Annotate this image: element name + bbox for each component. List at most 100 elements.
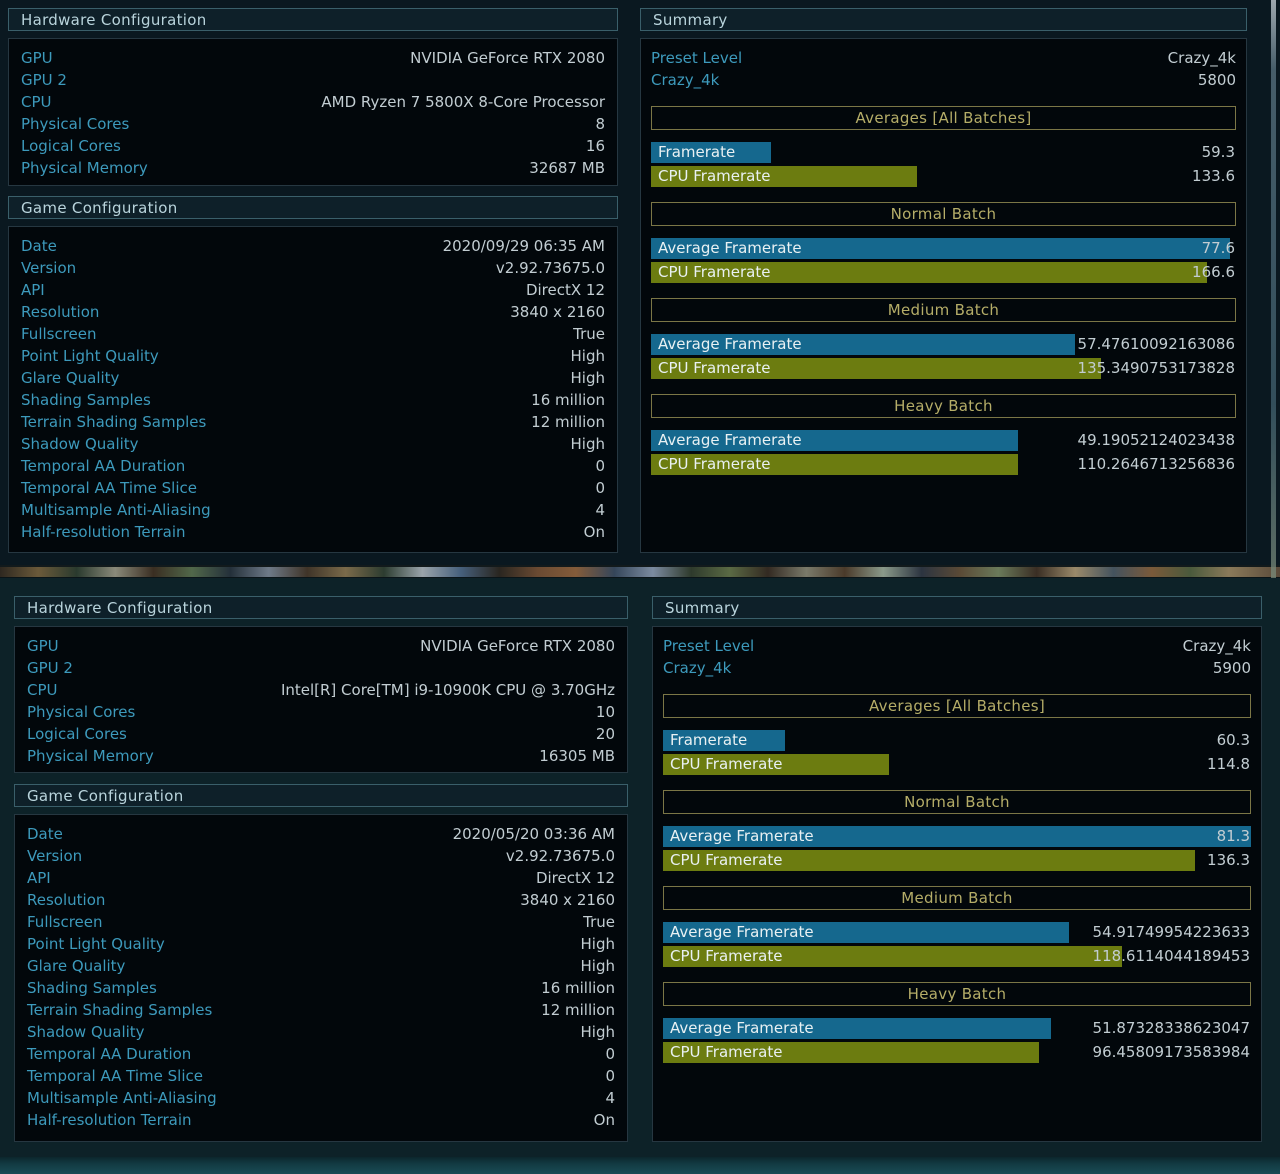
config-value: 0 [605,1067,615,1085]
config-value: Intel[R] Core[TM] i9-10900K CPU @ 3.70GH… [280,681,615,699]
bottom-taskbar-strip [0,1157,1280,1174]
config-value: High [570,369,605,387]
bar-value: 81.3 [1216,827,1250,845]
bar-label: Framerate [658,143,736,161]
config-label: Version [27,847,83,865]
config-row: Half-resolution Terrain On [27,1109,615,1131]
config-row: Preset Level Crazy_4k [663,635,1251,657]
bar-value: 118.6114044189453 [1092,947,1250,965]
config-value: 10 [595,703,615,721]
bar-value: 60.3 [1216,731,1250,749]
config-label: Crazy_4k [651,71,720,89]
bar-value: 54.91749954223633 [1092,923,1250,941]
bar-label: Average Framerate [658,239,802,257]
config-row: Crazy_4k 5900 [663,657,1251,679]
framerate-bar-row: CPU Framerate 166.6 [651,262,1236,283]
cpu-framerate-bar [651,262,1207,283]
bar-label: CPU Framerate [670,755,783,773]
config-value: High [580,935,615,953]
config-row: Logical Cores 20 [27,723,615,745]
gpu-framerate-bar [663,730,785,751]
bar-label: Framerate [670,731,748,749]
config-label: Point Light Quality [27,935,165,953]
config-value: 12 million [531,413,605,431]
framerate-bar-row: CPU Framerate 133.6 [651,166,1236,187]
config-label: Preset Level [663,637,755,655]
config-value: v2.92.73675.0 [495,259,605,277]
config-value: 2020/05/20 03:36 AM [452,825,615,843]
framerate-bar-row: Average Framerate 51.87328338623047 [663,1018,1251,1039]
bar-value: 136.3 [1207,851,1250,869]
config-label: Fullscreen [27,913,103,931]
config-row: Glare Quality High [27,955,615,977]
config-row: Date 2020/05/20 03:36 AM [27,823,615,845]
config-row: Shading Samples 16 million [21,389,605,411]
config-label: GPU 2 [27,659,73,677]
config-label: Glare Quality [21,369,120,387]
config-row: Preset Level Crazy_4k [651,47,1236,69]
hardware-config-header: Hardware Configuration [14,596,628,619]
config-value: 5900 [1212,659,1251,677]
config-label: Version [21,259,77,277]
config-label: CPU [27,681,58,699]
framerate-bar-row: Average Framerate 54.91749954223633 [663,922,1251,943]
config-row: GPU 2 [27,657,615,679]
config-label: Shading Samples [21,391,151,409]
config-label: Physical Cores [21,115,130,133]
config-row: API DirectX 12 [27,867,615,889]
config-value: On [593,1111,615,1129]
window-edge-line [1271,0,1276,578]
framerate-bar-row: Framerate 60.3 [663,730,1251,751]
config-row: Fullscreen True [27,911,615,933]
batch-section-title: Medium Batch [651,298,1236,322]
config-label: Multisample Anti-Aliasing [27,1089,217,1107]
config-label: Resolution [27,891,106,909]
config-row: Physical Memory 32687 MB [21,157,605,179]
config-label: GPU [27,637,59,655]
config-value: Crazy_4k [1167,49,1236,67]
framerate-bar-row: CPU Framerate 114.8 [663,754,1251,775]
config-row: Logical Cores 16 [21,135,605,157]
bar-value: 57.47610092163086 [1077,335,1235,353]
hardware-config-header: Hardware Configuration [8,8,618,31]
cpu-framerate-bar [651,454,1019,475]
config-value: NVIDIA GeForce RTX 2080 [410,49,605,67]
config-value: High [570,435,605,453]
gpu-framerate-bar [663,1018,1052,1039]
gpu-framerate-bar [663,826,1251,847]
config-label: Date [27,825,63,843]
bar-label: CPU Framerate [658,455,771,473]
config-value: 3840 x 2160 [510,303,605,321]
config-label: Temporal AA Duration [27,1045,192,1063]
config-label: Temporal AA Duration [21,457,186,475]
gpu-framerate-bar [651,334,1076,355]
bar-value: 77.6 [1201,239,1235,257]
summary-header: Summary [652,596,1262,619]
config-label: Terrain Shading Samples [21,413,207,431]
framerate-bar-row: CPU Framerate 136.3 [663,850,1251,871]
config-row: Temporal AA Duration 0 [27,1043,615,1065]
config-row: Shadow Quality High [27,1021,615,1043]
config-label: GPU 2 [21,71,67,89]
config-label: Temporal AA Time Slice [21,479,197,497]
config-row: Temporal AA Time Slice 0 [27,1065,615,1087]
bar-label: CPU Framerate [670,1043,783,1061]
config-value: 8 [595,115,605,133]
gpu-framerate-bar [651,142,771,163]
gpu-framerate-bar [651,238,1231,259]
config-row: Terrain Shading Samples 12 million [21,411,605,433]
config-row: Physical Memory 16305 MB [27,745,615,767]
framerate-bar-row: Average Framerate 57.47610092163086 [651,334,1236,355]
config-label: Physical Memory [27,747,154,765]
config-row: Version v2.92.73675.0 [27,845,615,867]
cpu-framerate-bar [651,358,1102,379]
bar-value: 110.2646713256836 [1077,455,1235,473]
config-label: Date [21,237,57,255]
config-value: 2020/09/29 06:35 AM [442,237,605,255]
framerate-bar-row: CPU Framerate 96.45809173583984 [663,1042,1251,1063]
bar-value: 96.45809173583984 [1092,1043,1250,1061]
config-value: 16 million [531,391,605,409]
summary-box: Preset Level Crazy_4k Crazy_4k 5800 Averages… [640,38,1247,553]
framerate-bar-row: Average Framerate 77.6 [651,238,1236,259]
